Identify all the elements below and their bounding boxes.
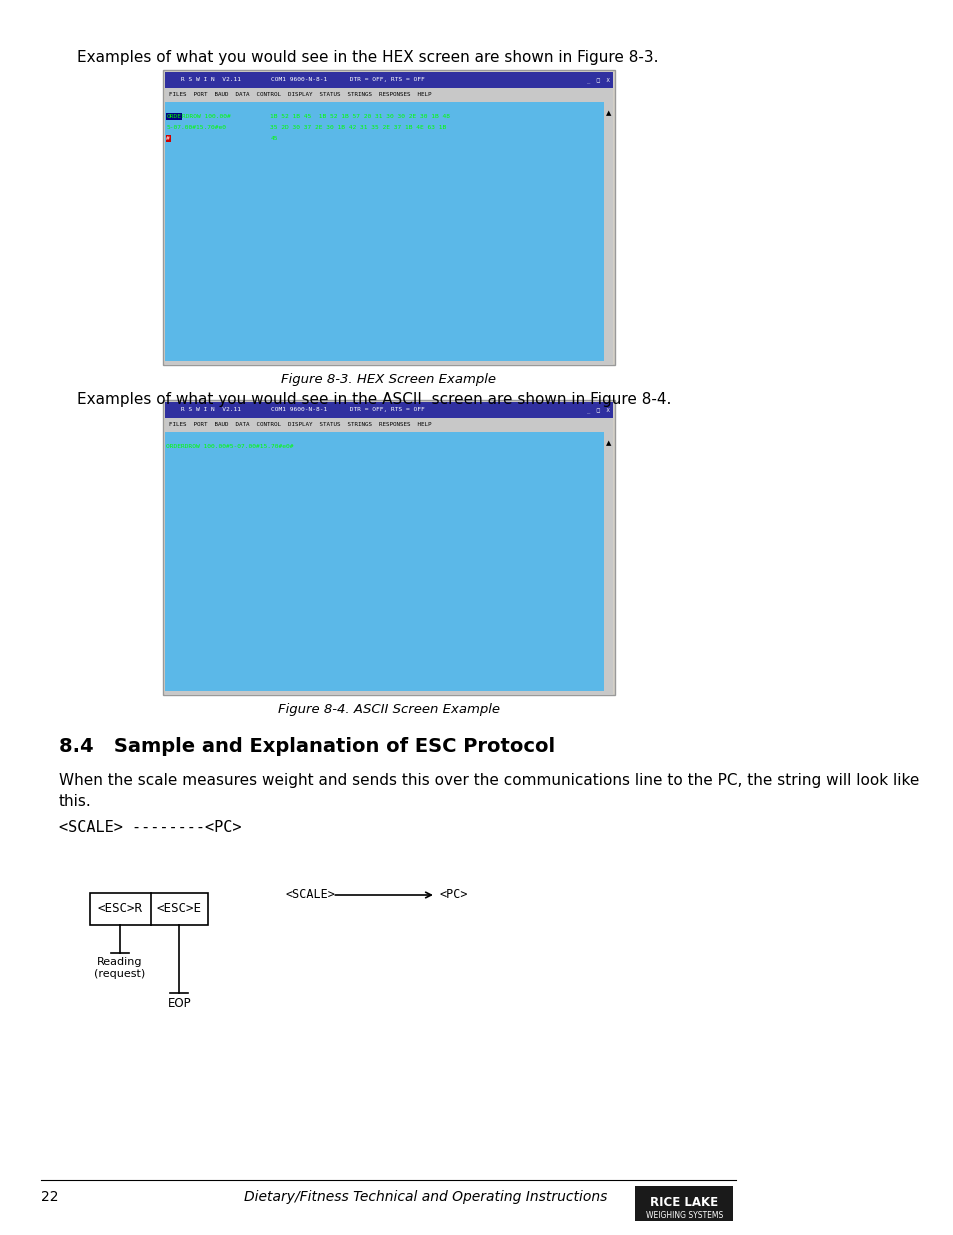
Text: 45: 45 [271,136,277,141]
Text: R S W I N  V2.11        COM1 9600-N-8-1      DTR = OFF, RTS = OFF: R S W I N V2.11 COM1 9600-N-8-1 DTR = OF… [181,408,424,412]
Bar [164,692,613,695]
Text: <SCALE> --------<PC>: <SCALE> --------<PC> [58,820,241,835]
Bar [603,103,613,363]
Text: <PC>: <PC> [439,888,468,902]
Text: Figure 8-3. HEX Screen Example: Figure 8-3. HEX Screen Example [281,373,496,387]
Bar [164,432,603,693]
Text: #: # [166,136,170,141]
Text: 5-07.00#15.70#e0: 5-07.00#15.70#e0 [166,125,226,130]
Text: 22: 22 [41,1191,58,1204]
Text: ORDERDROW 100.00#5-07.00#15.70#e0#: ORDERDROW 100.00#5-07.00#15.70#e0# [166,445,294,450]
Text: R S W I N  V2.11        COM1 9600-N-8-1      DTR = OFF, RTS = OFF: R S W I N V2.11 COM1 9600-N-8-1 DTR = OF… [181,78,424,83]
Text: FILES  PORT  BAUD  DATA  CONTROL  DISPLAY  STATUS  STRINGS  RESPONSES  HELP: FILES PORT BAUD DATA CONTROL DISPLAY STA… [169,422,431,427]
Text: ▲: ▲ [605,110,611,116]
Text: Examples of what you would see in the ASCII  screen are shown in Figure 8-4.: Examples of what you would see in the AS… [77,391,671,408]
Text: Figure 8-4. ASCII Screen Example: Figure 8-4. ASCII Screen Example [277,703,499,716]
Text: EOP: EOP [167,997,191,1010]
Text: 1B 52 1B 45  1B 52 1B 57 20 31 30 30 2E 30 1B 48: 1B 52 1B 45 1B 52 1B 57 20 31 30 30 2E 3… [271,114,450,119]
Bar [164,103,603,363]
FancyBboxPatch shape [90,893,208,925]
Text: _  □  X: _ □ X [587,78,610,83]
Bar [164,417,613,432]
Bar [163,400,615,695]
Text: Reading
(request): Reading (request) [94,957,145,979]
Text: WEIGHING SYSTEMS: WEIGHING SYSTEMS [645,1210,722,1219]
Text: ORDE: ORDE [166,114,181,119]
Text: When the scale measures weight and sends this over the communications line to th: When the scale measures weight and sends… [58,773,918,809]
Bar [635,1186,733,1221]
Text: 35 2D 30 37 2E 30 1B 42 31 35 2E 37 1B 4E 63 1B: 35 2D 30 37 2E 30 1B 42 31 35 2E 37 1B 4… [271,125,446,130]
Text: Examples of what you would see in the HEX screen are shown in Figure 8-3.: Examples of what you would see in the HE… [77,49,659,65]
Bar [164,88,613,103]
Bar [164,403,613,417]
Text: RDROW 100.00#: RDROW 100.00# [182,114,231,119]
Text: <SCALE>: <SCALE> [285,888,335,902]
Text: <ESC>E: <ESC>E [156,903,201,915]
Text: Dietary/Fitness Technical and Operating Instructions: Dietary/Fitness Technical and Operating … [244,1191,607,1204]
Text: _  □  X: _ □ X [587,408,610,412]
Text: 8.4   Sample and Explanation of ESC Protocol: 8.4 Sample and Explanation of ESC Protoc… [58,737,555,756]
Text: RICE LAKE: RICE LAKE [650,1197,718,1209]
Bar [164,361,613,366]
Bar [603,432,613,693]
Bar [163,70,615,366]
Text: FILES  PORT  BAUD  DATA  CONTROL  DISPLAY  STATUS  STRINGS  RESPONSES  HELP: FILES PORT BAUD DATA CONTROL DISPLAY STA… [169,93,431,98]
Bar [164,72,613,88]
Text: ▲: ▲ [605,440,611,446]
Text: <ESC>R: <ESC>R [97,903,142,915]
